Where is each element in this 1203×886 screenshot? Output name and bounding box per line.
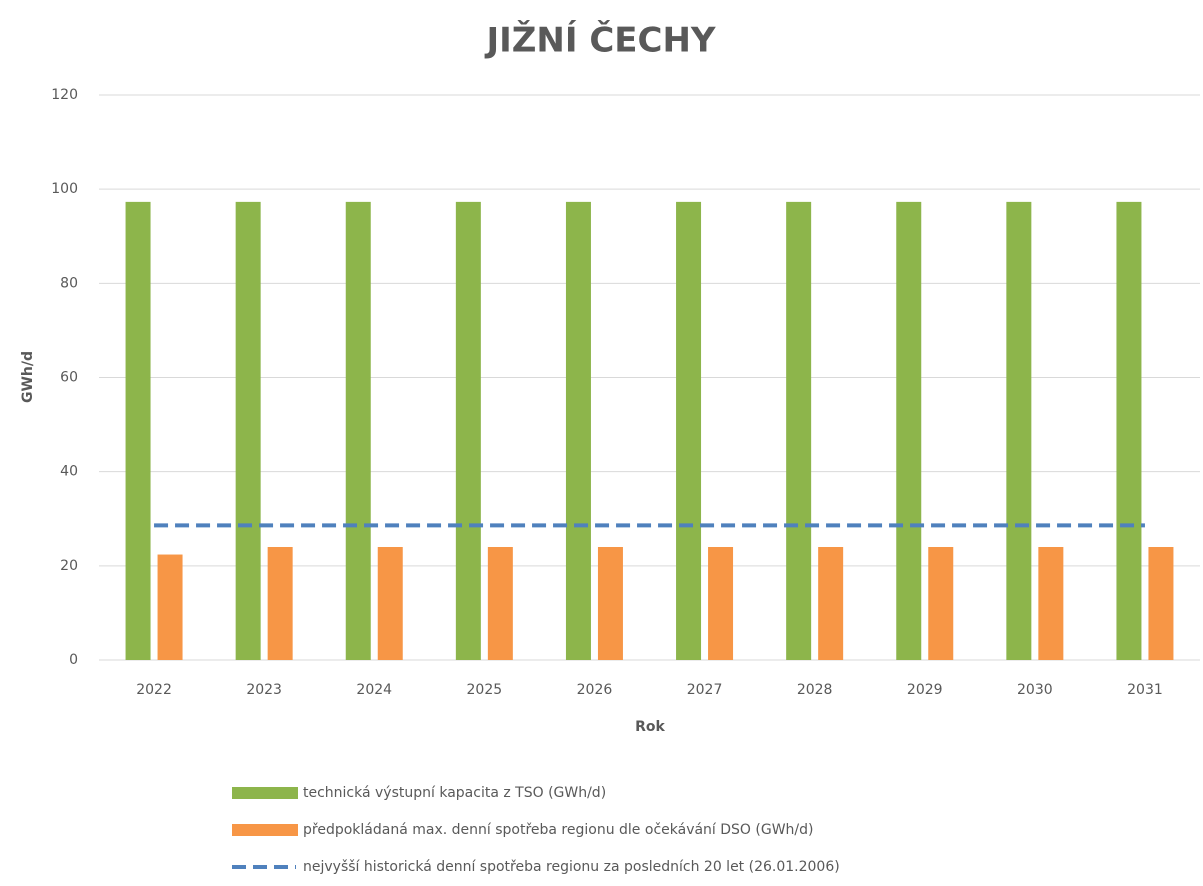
bar (818, 547, 844, 660)
x-tick-label: 2028 (797, 682, 833, 698)
y-tick-label: 20 (60, 558, 78, 574)
y-axis-title: GWh/d (20, 351, 36, 403)
x-tick-label: 2031 (1127, 682, 1163, 698)
legend-label: předpokládaná max. denní spotřeba region… (303, 822, 814, 838)
bar (157, 554, 183, 660)
x-axis-title: Rok (635, 719, 665, 735)
x-tick-label: 2025 (467, 682, 503, 698)
chart-title: JIŽNÍ ČECHY (484, 20, 715, 61)
x-tick-label: 2024 (356, 682, 392, 698)
legend-swatch (232, 824, 298, 836)
bar (345, 201, 371, 661)
bar (267, 547, 293, 660)
legend-label: nejvyšší historická denní spotřeba regio… (303, 859, 840, 875)
bar (928, 547, 954, 660)
x-tick-label: 2029 (907, 682, 943, 698)
bar (455, 201, 481, 661)
bar (235, 201, 261, 661)
bar (565, 201, 591, 661)
y-tick-label: 100 (51, 181, 78, 197)
bar (1038, 547, 1064, 660)
bar (708, 547, 734, 660)
legend-swatch (232, 787, 298, 799)
x-tick-label: 2030 (1017, 682, 1053, 698)
x-tick-label: 2023 (246, 682, 282, 698)
bar (676, 201, 702, 661)
x-tick-label: 2027 (687, 682, 723, 698)
y-tick-label: 40 (60, 464, 78, 480)
bar (125, 201, 151, 661)
y-tick-label: 80 (60, 275, 78, 291)
bar (597, 547, 623, 660)
bar (786, 201, 812, 661)
bar (487, 547, 513, 660)
y-tick-label: 0 (69, 652, 78, 668)
y-tick-label: 60 (60, 370, 78, 386)
y-tick-label: 120 (51, 87, 78, 103)
legend-label: technická výstupní kapacita z TSO (GWh/d… (303, 785, 606, 801)
bar (1148, 547, 1174, 660)
x-tick-label: 2026 (577, 682, 613, 698)
bar (1116, 201, 1142, 661)
bar (377, 547, 403, 660)
bar (1006, 201, 1032, 661)
x-tick-label: 2022 (136, 682, 172, 698)
bar (896, 201, 922, 661)
